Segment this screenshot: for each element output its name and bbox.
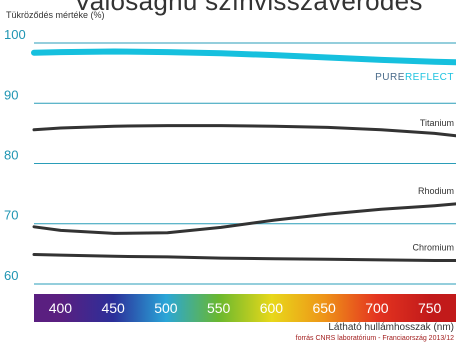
series-label-titanium: Titanium: [420, 118, 454, 128]
series-line-purereflect: [31, 48, 456, 66]
y-tick-100: 100: [4, 27, 26, 42]
x-tick-450: 450: [101, 300, 125, 316]
x-tick-750: 750: [418, 300, 442, 316]
series-line-chromium: [32, 253, 456, 262]
brand-part-2: REFLECT: [404, 72, 454, 83]
y-axis-label: Tükröződés mértéke (%): [6, 10, 105, 20]
x-axis-label: Látható hullámhosszak (nm): [328, 322, 454, 333]
series-line-titanium: [32, 124, 456, 138]
purereflect-label: PUREREFLECT: [375, 72, 454, 83]
series-label-chromium: Chromium: [412, 242, 454, 252]
series-line-rhodium: [32, 202, 456, 235]
source-note: forrás CNRS laboratórium - Franciaország…: [295, 335, 454, 342]
y-tick-70: 70: [4, 208, 18, 223]
x-tick-650: 650: [312, 300, 336, 316]
series-label-rhodium: Rhodium: [418, 186, 454, 196]
x-tick-700: 700: [365, 300, 389, 316]
brand-part-1: PURE: [375, 72, 405, 83]
y-tick-60: 60: [4, 268, 18, 283]
x-tick-550: 550: [207, 300, 231, 316]
x-tick-600: 600: [260, 300, 284, 316]
spectrum-band: [34, 294, 456, 322]
y-tick-80: 80: [4, 148, 18, 163]
x-tick-500: 500: [154, 300, 178, 316]
chart-title: Valósághű színvisszaverődés: [74, 0, 423, 16]
y-tick-90: 90: [4, 87, 18, 102]
x-tick-400: 400: [49, 300, 73, 316]
